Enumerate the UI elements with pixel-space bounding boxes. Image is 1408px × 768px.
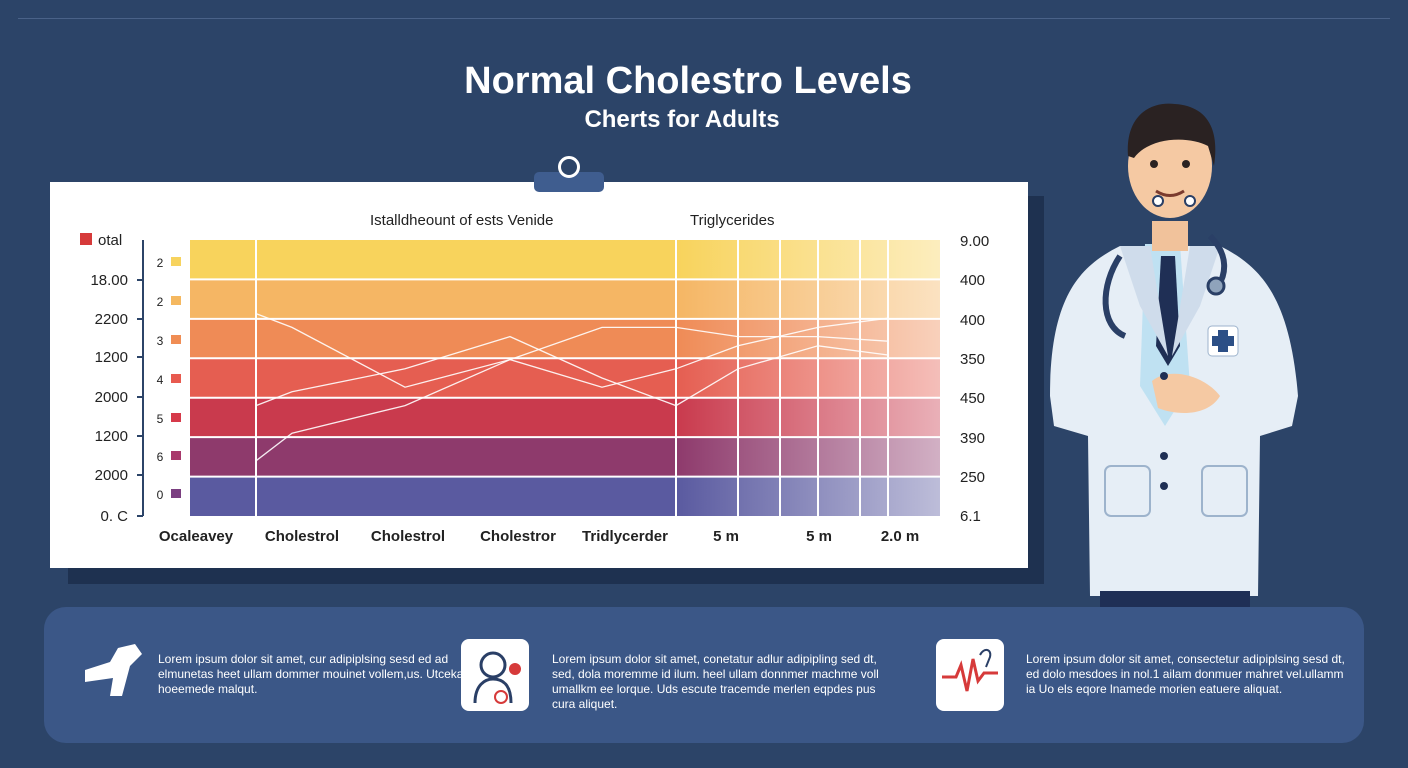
doctor-illustration: [1050, 103, 1298, 608]
chart-inner-tick-label: 3: [157, 334, 164, 348]
chart-secondary-title: Triglycerides: [690, 212, 775, 229]
chart-inner-tick-label: 2: [157, 295, 164, 309]
chart-x-label: Cholestrol: [265, 528, 339, 545]
chart-series-line-1: [255, 317, 889, 462]
chart-x-label: Ocaleavey: [159, 528, 234, 545]
chart-inner-tick-label: 4: [157, 373, 164, 387]
chart-inner-swatch: [171, 335, 181, 344]
chart-inner-tick-label: 0: [157, 488, 164, 502]
chart-series-line-2: [255, 335, 889, 407]
chart-inner-swatch: [171, 374, 181, 383]
chart-fade-overlay: [676, 240, 940, 516]
chart-x-label: 2.0 m: [881, 528, 919, 545]
heartbeat-icon: [942, 649, 998, 692]
chart-y-tick-label: 1200: [95, 349, 128, 366]
chart-legend-swatch: [80, 233, 92, 245]
chart-inner-tick-label: 6: [157, 450, 164, 464]
chart-inner-swatch: [171, 451, 181, 460]
top-divider: [18, 18, 1390, 19]
chart-inner-tick-label: 2: [157, 256, 164, 270]
info-panel: [44, 607, 1364, 743]
chart-right-tick-label: 350: [960, 351, 985, 368]
clipboard-clip: [534, 172, 604, 192]
chart-right-tick-label: 6.1: [960, 508, 981, 525]
chart-inner-swatch: [171, 296, 181, 305]
chart-right-tick-label: 400: [960, 312, 985, 329]
chart-inner-swatch: [171, 413, 181, 422]
chart-y-tick-label: 2200: [95, 311, 128, 328]
page-subtitle: Cherts for Adults: [584, 106, 780, 133]
doctor-avatar-icon: [473, 651, 521, 704]
chart-y-tick-label: 2000: [95, 467, 128, 484]
chart-inner-tick-label: 5: [157, 412, 164, 426]
page-title: Normal Cholestro Levels: [464, 60, 912, 102]
chart-right-tick-label: 250: [960, 469, 985, 486]
chart-right-tick-label: 450: [960, 390, 985, 407]
chart-right-tick-label: 9.00: [960, 233, 989, 250]
chart-y-tick-label: 0. C: [100, 508, 128, 525]
chart-right-tick-label: 390: [960, 430, 985, 447]
chart-x-label: Cholestrol: [371, 528, 445, 545]
chart-inner-swatch: [171, 489, 181, 498]
chart-x-label: 5 m: [713, 528, 739, 545]
chart-x-label: Cholestror: [480, 528, 556, 545]
chart-legend-label: otal: [98, 232, 122, 249]
stethoscope-icon: [85, 644, 142, 696]
chart-series-line-0: [255, 312, 889, 388]
chart-right-tick-label: 400: [960, 272, 985, 289]
chart-title: Istalldheount of ests Venide: [370, 212, 554, 229]
clip-ring-icon: [558, 156, 580, 178]
chart-y-tick-label: 18.00: [90, 272, 128, 289]
chart-inner-swatch: [171, 257, 181, 266]
chart-y-tick-label: 2000: [95, 389, 128, 406]
chart-y-tick-label: 1200: [95, 428, 128, 445]
info-text-1: Lorem ipsum dolor sit amet, cur adipipls…: [158, 652, 477, 696]
chart-x-label: 5 m: [806, 528, 832, 545]
chart-x-label: Tridlycerder: [582, 528, 668, 545]
info-text-2: Lorem ipsum dolor sit amet, conetatur ad…: [552, 652, 879, 711]
info-text-3: Lorem ipsum dolor sit amet, consectetur …: [1026, 652, 1345, 696]
